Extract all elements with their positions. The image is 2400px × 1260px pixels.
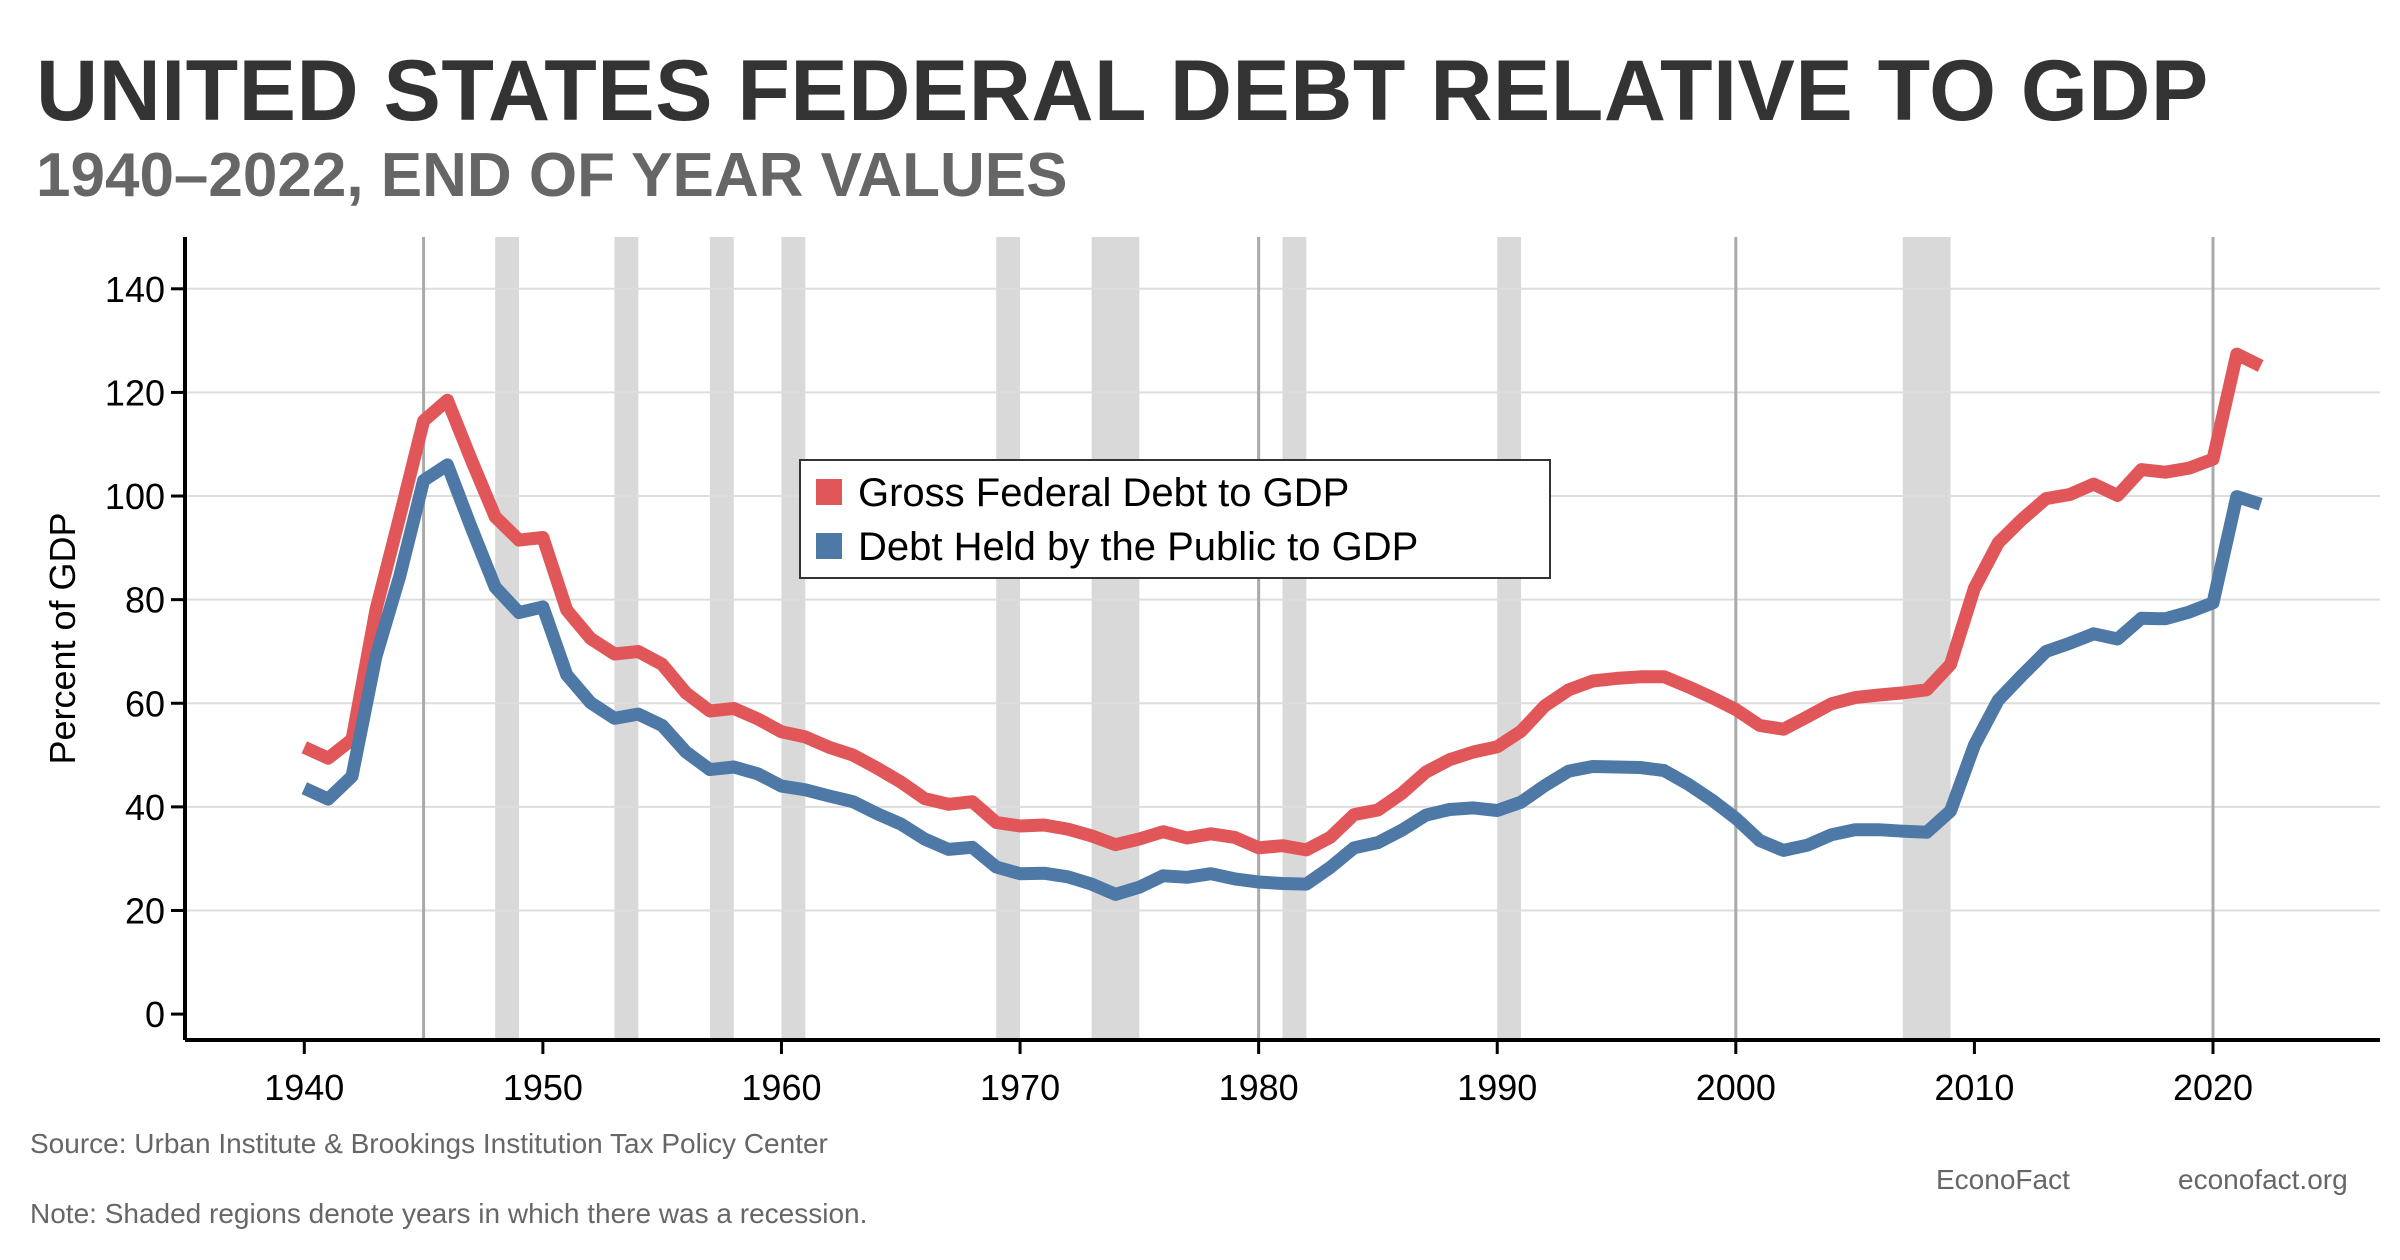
legend bbox=[799, 459, 1551, 579]
legend-label: Debt Held by the Public to GDP bbox=[858, 525, 1418, 569]
y-tick-label: 60 bbox=[125, 683, 165, 724]
recession-band bbox=[781, 237, 806, 1040]
recession-band bbox=[709, 237, 734, 1040]
recession-band bbox=[996, 237, 1021, 1040]
x-tick-label: 1950 bbox=[503, 1067, 583, 1108]
recession-band bbox=[1282, 237, 1307, 1040]
series-line-gross-debt bbox=[301, 347, 2264, 857]
y-tick-label: 120 bbox=[105, 372, 165, 413]
y-tick-label: 20 bbox=[125, 890, 165, 931]
x-tick-label: 2000 bbox=[1696, 1067, 1776, 1108]
y-tick-label: 100 bbox=[105, 476, 165, 517]
recession-band bbox=[495, 237, 520, 1040]
recession-band bbox=[614, 237, 639, 1040]
y-tick-label: 40 bbox=[125, 787, 165, 828]
legend-swatch bbox=[816, 533, 842, 559]
x-tick-label: 2010 bbox=[1934, 1067, 2014, 1108]
source-note: Source: Urban Institute & Brookings Inst… bbox=[30, 1128, 828, 1159]
x-tick-label: 1940 bbox=[264, 1067, 344, 1108]
recession-band bbox=[1091, 237, 1140, 1040]
x-tick-label: 2020 bbox=[2173, 1067, 2253, 1108]
y-tick-label: 0 bbox=[145, 994, 165, 1035]
site-label: econofact.org bbox=[2178, 1164, 2348, 1195]
legend-label: Gross Federal Debt to GDP bbox=[858, 471, 1349, 515]
chart-title: UNITED STATES FEDERAL DEBT RELATIVE TO G… bbox=[36, 43, 2209, 139]
recession-band bbox=[1497, 237, 1522, 1040]
y-tick-label: 80 bbox=[125, 580, 165, 621]
legend-swatch bbox=[816, 479, 842, 505]
y-axis-label: Percent of GDP bbox=[42, 512, 83, 764]
footnote: Note: Shaded regions denote years in whi… bbox=[30, 1198, 868, 1229]
brand-label: EconoFact bbox=[1936, 1164, 2070, 1195]
y-tick-label: 140 bbox=[105, 269, 165, 310]
x-tick-label: 1970 bbox=[980, 1067, 1060, 1108]
recession-band bbox=[1902, 237, 1951, 1040]
series-line-public-debt bbox=[301, 458, 2263, 901]
x-tick-label: 1980 bbox=[1219, 1067, 1299, 1108]
x-tick-label: 1990 bbox=[1457, 1067, 1537, 1108]
chart-subtitle: 1940–2022, END OF YEAR VALUES bbox=[36, 141, 1068, 210]
x-tick-label: 1960 bbox=[741, 1067, 821, 1108]
